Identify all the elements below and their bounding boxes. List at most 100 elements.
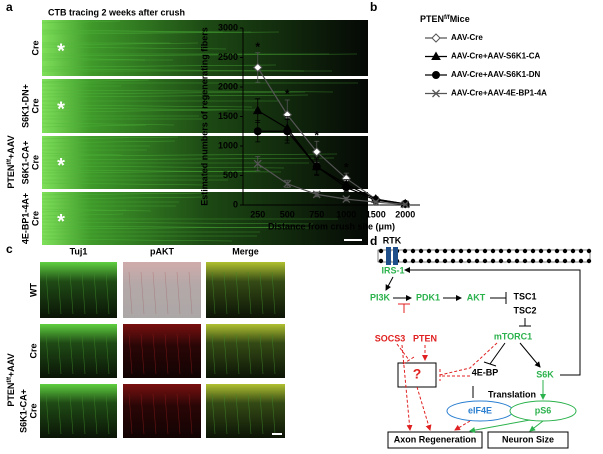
- fiber: [41, 104, 253, 108]
- fiber: [41, 152, 123, 156]
- arrow: [404, 267, 581, 376]
- row-label: Cre: [30, 40, 40, 55]
- diagram-node: RTK: [383, 235, 402, 245]
- marker: [312, 147, 322, 157]
- group-label-main: PTEN: [6, 165, 16, 189]
- diagram-node: eIF4E: [468, 405, 492, 415]
- crush-mark: *: [57, 211, 65, 233]
- x-tick-label: 500: [280, 209, 295, 219]
- axon: [69, 393, 74, 435]
- axon: [188, 271, 193, 315]
- rtk: [386, 247, 391, 265]
- row-label: S6K1-DN+: [20, 84, 30, 128]
- panel-letter: a: [6, 0, 13, 14]
- diagram-node: Axon Regeneration: [394, 434, 477, 444]
- axon: [152, 393, 157, 435]
- lipid-head: [474, 248, 480, 254]
- x-axis-label: Distance from crush site (μm): [268, 221, 395, 231]
- arrow: [529, 420, 544, 432]
- lipid-head: [498, 248, 504, 254]
- fiber: [41, 122, 175, 126]
- diagram-node: TSC1: [513, 291, 536, 301]
- lipid-head: [562, 258, 568, 264]
- inhibit: [398, 303, 410, 313]
- marker: [283, 179, 292, 188]
- axon: [271, 333, 276, 375]
- fiber: [41, 208, 152, 212]
- fiber: [41, 213, 124, 217]
- fiber: [41, 20, 121, 24]
- retina-image: [123, 384, 201, 438]
- y-tick-label: 500: [223, 170, 238, 180]
- legend-label: AAV-Cre+AAV-S6K1-CA: [451, 52, 541, 61]
- inhibit: [519, 318, 531, 327]
- x-tick-label: 2000: [395, 209, 415, 219]
- arrow: [416, 386, 432, 431]
- axon: [57, 271, 62, 315]
- lipid-head: [554, 258, 560, 264]
- x-tick-label: 1000: [336, 209, 356, 219]
- axon: [271, 393, 276, 435]
- significance-mark: *: [344, 160, 349, 174]
- axon: [45, 333, 50, 375]
- fiber: [41, 107, 256, 111]
- group-label: PTENf/f+AAV: [6, 135, 16, 188]
- marker: [432, 89, 440, 98]
- marker: [342, 195, 351, 204]
- diagram-node: PI3K: [370, 292, 391, 302]
- fiber: [41, 225, 311, 229]
- lipid-head: [586, 248, 592, 254]
- lipid-head: [490, 258, 496, 264]
- fiber: [41, 196, 205, 200]
- row-label: Cre: [30, 155, 40, 170]
- row-label: Cre: [28, 403, 38, 418]
- inhibit: [396, 343, 415, 365]
- diagram-node: PDK1: [416, 292, 440, 302]
- lipid-head: [418, 258, 424, 264]
- marker: [432, 71, 440, 79]
- series-line: [257, 163, 406, 206]
- lipid-head: [538, 248, 544, 254]
- axon: [57, 333, 62, 375]
- diagram-node: IRS-1: [381, 265, 404, 275]
- fiber: [41, 29, 224, 33]
- lipid-head: [578, 258, 584, 264]
- axon: [152, 271, 157, 315]
- row-label: S6K1-CA+: [18, 389, 28, 433]
- lipid-head: [466, 258, 472, 264]
- axon: [152, 333, 157, 375]
- y-tick-label: 2500: [218, 52, 238, 62]
- axon: [235, 393, 240, 435]
- group-label-sup: f/f: [7, 376, 13, 383]
- fiber: [41, 157, 335, 161]
- lipid-head: [466, 248, 472, 254]
- lipid-head: [554, 248, 560, 254]
- column-header: Merge: [232, 246, 259, 256]
- panel-title: CTB tracing 2 weeks after crush: [48, 7, 185, 17]
- fiber: [41, 169, 282, 173]
- fiber: [41, 53, 358, 57]
- diagram-node: AKT: [467, 292, 486, 302]
- marker: [253, 159, 262, 168]
- marker: [342, 183, 351, 192]
- arrow: [519, 342, 541, 368]
- axon: [128, 393, 133, 435]
- lipid-head: [506, 258, 512, 264]
- marker: [431, 51, 441, 60]
- fiber: [41, 89, 334, 93]
- axon: [211, 393, 216, 435]
- axon: [69, 271, 74, 315]
- lipid-head: [410, 258, 416, 264]
- retina-image: [206, 324, 285, 378]
- axon: [81, 333, 86, 375]
- axon: [223, 393, 228, 435]
- lipid-head: [538, 258, 544, 264]
- y-tick-label: 0: [233, 199, 238, 209]
- lipid-head: [474, 258, 480, 264]
- lipid-head: [442, 248, 448, 254]
- diagram-node: ?: [413, 366, 422, 382]
- crush-mark: *: [57, 155, 65, 177]
- legend-label: AAV-Cre: [451, 33, 483, 42]
- lipid-head: [418, 248, 424, 254]
- axon: [69, 333, 74, 375]
